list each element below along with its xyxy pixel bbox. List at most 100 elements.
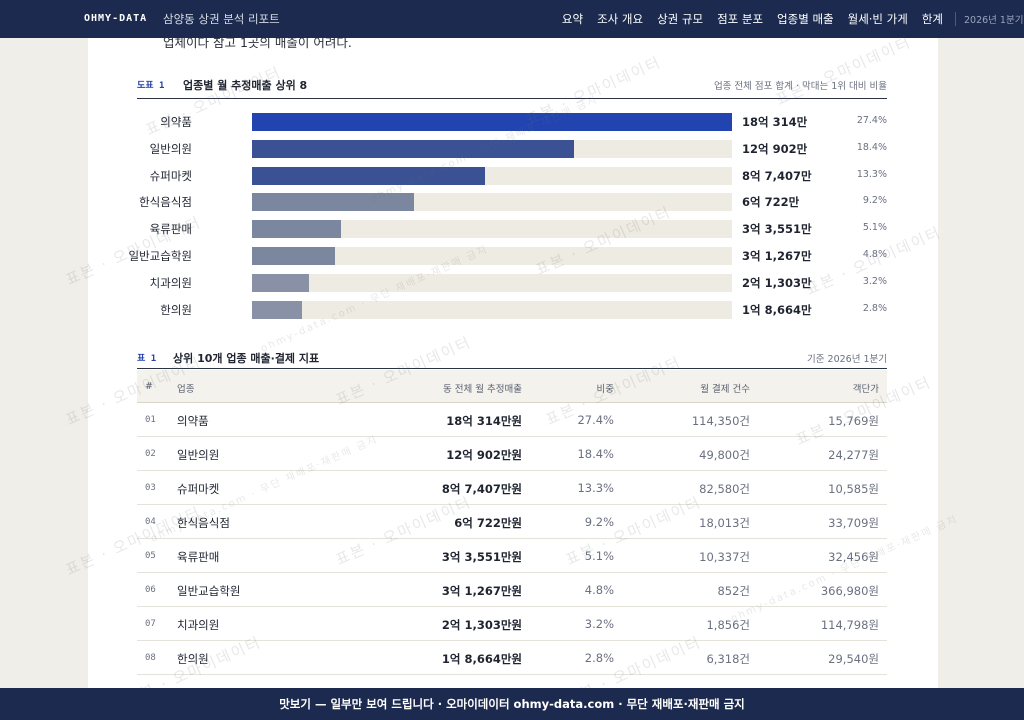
col-category: 업종 [177, 384, 195, 395]
bar-share-label: 3.2% [862, 275, 887, 287]
row-avg-price: 15,769원 [828, 414, 879, 428]
row-category: 치과의원 [177, 618, 220, 632]
bar-value-label: 18억 314만 [742, 115, 808, 129]
bar-row: 일반교습학원 3억 1,267만 4.8% [129, 247, 887, 265]
row-monthly-sales: 2억 1,303만원 [441, 618, 522, 632]
row-payment-count: 6,318건 [706, 652, 750, 666]
row-share: 9.2% [584, 515, 614, 529]
brand-logo[interactable]: OHMY-DATA [84, 13, 148, 24]
bar-fill [252, 113, 732, 131]
row-avg-price: 24,277원 [828, 448, 879, 462]
table-header: 표 1 상위 10개 업종 매출·결제 지표 기준 2026년 1분기 [137, 343, 887, 369]
table-row[interactable]: 04 한식음식점 6억 722만원 9.2% 18,013건 33,709원 [137, 505, 887, 539]
row-payment-count: 10,337건 [699, 550, 750, 564]
nav-survey-overview[interactable]: 조사 개요 [597, 12, 644, 26]
report-title: 삼양동 상권 분석 리포트 [163, 12, 280, 26]
row-share: 3.2% [584, 617, 614, 631]
bar-track [252, 273, 732, 292]
bar-track [252, 139, 732, 158]
bar-value-label: 6억 722만 [742, 195, 800, 210]
row-share: 13.3% [577, 481, 614, 495]
bar-fill [252, 300, 302, 319]
row-avg-price: 366,980원 [820, 584, 879, 598]
intro-text-fragment: 업체이다 참고 1곳의 매출이 어려다. [163, 38, 352, 50]
nav-sales-by-category[interactable]: 업종별 매출 [777, 12, 834, 26]
row-payment-count: 49,800건 [699, 448, 750, 462]
period-label: 2026년 1분기 [964, 15, 1024, 26]
nav-rent-vacancy[interactable]: 월세·빈 가게 [847, 12, 908, 26]
col-share: 비중 [596, 384, 614, 395]
report-page: 업체이다 참고 1곳의 매출이 어려다. 도표 1 업종별 월 추정매출 상위 … [88, 38, 938, 688]
row-rank: 07 [145, 619, 156, 629]
row-share: 27.4% [577, 413, 614, 427]
figure-title: 업종별 월 추정매출 상위 8 [183, 79, 308, 92]
bar-fill [252, 247, 336, 265]
table-row[interactable]: 01 의약품 18억 314만원 27.4% 114,350건 15,769원 [137, 403, 887, 437]
bar-row: 일반의원 12억 902만 18.4% [137, 139, 887, 158]
table-row[interactable]: 03 슈퍼마켓 8억 7,407만원 13.3% 82,580건 10,585원 [137, 471, 887, 505]
row-category: 의약품 [177, 414, 209, 428]
bar-track [252, 300, 732, 319]
row-payment-count: 1,856건 [706, 618, 750, 632]
bar-fill [252, 273, 309, 292]
row-avg-price: 33,709원 [828, 516, 879, 530]
row-rank: 04 [145, 517, 156, 527]
bar-value-label: 8억 7,407만 [742, 168, 812, 183]
bar-category-label: 의약품 [160, 115, 192, 129]
row-monthly-sales: 8억 7,407만원 [441, 482, 522, 496]
bar-value-label: 12억 902만 [742, 141, 808, 156]
bar-fill [252, 220, 342, 239]
row-share: 5.1% [584, 549, 614, 563]
table-row[interactable]: 08 한의원 1억 8,664만원 2.8% 6,318건 29,540원 [137, 641, 887, 675]
bar-value-label: 1억 8,664만 [742, 302, 812, 317]
nav-store-distribution[interactable]: 점포 분포 [717, 12, 764, 26]
nav-divider [955, 12, 956, 26]
row-rank: 02 [145, 449, 156, 459]
figure-header: 도표 1 업종별 월 추정매출 상위 8 업종 전체 점포 합계 · 막대는 1… [137, 77, 887, 99]
figure-label: 도표 1 [137, 81, 165, 91]
nav-market-size[interactable]: 상권 규모 [657, 12, 704, 26]
table-title: 상위 10개 업종 매출·결제 지표 [173, 352, 320, 365]
nav-summary[interactable]: 요약 [561, 12, 584, 26]
bar-row: 한의원 1억 8,664만 2.8% [137, 300, 887, 319]
bar-row: 육류판매 3억 3,551만 5.1% [137, 220, 887, 239]
bar-share-label: 2.8% [862, 302, 887, 314]
bar-share-label: 5.1% [862, 222, 887, 234]
bar-share-label: 9.2% [862, 195, 887, 207]
figure-note: 업종 전체 점포 합계 · 막대는 1위 대비 비율 [713, 81, 887, 92]
nav-limitations[interactable]: 한계 [921, 12, 943, 26]
row-category: 슈퍼마켓 [177, 482, 220, 496]
table-row[interactable]: 02 일반의원 12억 902만원 18.4% 49,800건 24,277원 [137, 437, 887, 471]
row-avg-price: 10,585원 [828, 482, 879, 496]
row-monthly-sales: 3억 1,267만원 [441, 584, 522, 598]
row-share: 18.4% [577, 447, 614, 461]
col-payment-count: 월 결제 건수 [700, 384, 750, 395]
bar-row: 치과의원 2억 1,303만 3.2% [137, 273, 887, 292]
bar-value-label: 2억 1,303만 [742, 275, 812, 290]
bar-share-label: 4.8% [862, 249, 887, 260]
row-avg-price: 29,540원 [828, 652, 879, 666]
bar-share-label: 13.3% [856, 168, 887, 180]
bar-row: 슈퍼마켓 8억 7,407만 13.3% [137, 166, 887, 185]
table-row[interactable]: 07 치과의원 2억 1,303만원 3.2% 1,856건 114,798원 [137, 607, 887, 641]
row-rank: 06 [145, 585, 156, 595]
bar-row: 의약품 18억 314만 27.4% [137, 113, 887, 131]
bar-category-label: 치과의원 [149, 275, 192, 290]
bar-track [252, 193, 732, 212]
row-share: 2.8% [584, 651, 614, 665]
table-row[interactable]: 05 육류판매 3억 3,551만원 5.1% 10,337건 32,456원 [137, 539, 887, 573]
row-avg-price: 32,456원 [828, 550, 879, 564]
table-label: 표 1 [137, 354, 157, 364]
bar-category-label: 슈퍼마켓 [149, 168, 192, 183]
row-category: 일반의원 [177, 448, 220, 462]
row-category: 한식음식점 [177, 516, 230, 530]
bar-fill [252, 139, 574, 158]
table-note: 기준 2026년 1분기 [807, 354, 887, 365]
row-category: 일반교습학원 [177, 584, 241, 598]
section-nav: 요약 조사 개요 상권 규모 점포 분포 업종별 매출 월세·빈 가게 한계 2… [548, 0, 1024, 38]
row-monthly-sales: 1억 8,664만원 [441, 652, 522, 666]
row-share: 4.8% [584, 583, 614, 597]
table-row[interactable]: 06 일반교습학원 3억 1,267만원 4.8% 852건 366,980원 [137, 573, 887, 607]
bar-value-label: 3억 1,267만 [742, 249, 812, 263]
bar-track [252, 220, 732, 239]
